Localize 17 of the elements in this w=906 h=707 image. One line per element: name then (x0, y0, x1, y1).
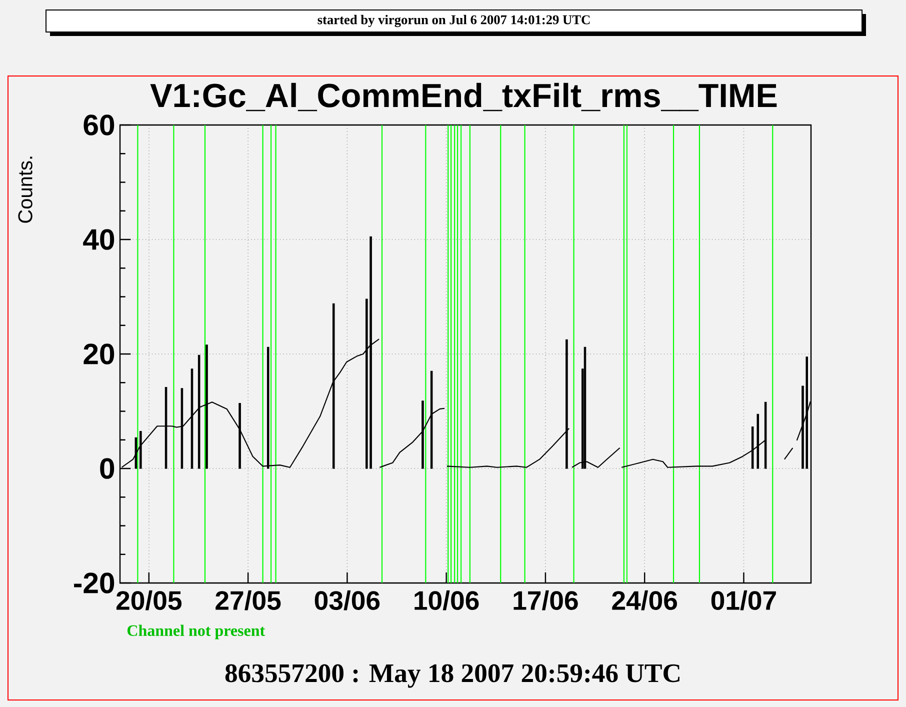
x-tick-label: 24/06 (612, 590, 677, 610)
x-tick-label: 27/05 (216, 590, 281, 610)
y-tick-label: 60 (84, 114, 114, 136)
x-tick-label: 01/07 (711, 590, 776, 610)
y-tick-label: -20 (74, 572, 114, 594)
y-tick-label: 40 (83, 229, 114, 250)
text: started by virgorun on Jul 6 2007 14:01:29 UTC (318, 14, 590, 28)
x-tick-label: 10/06 (414, 590, 479, 610)
text: Channel not present (127, 624, 266, 640)
text: 863557200 : May 18 2007 20:59:46 UTC (225, 664, 680, 688)
y-tick-label: 20 (84, 344, 114, 364)
y-tick-label: 0 (100, 458, 114, 479)
chart-title: V1:Gc_Al_CommEnd_txFilt_rms__TIME (150, 82, 777, 112)
x-tick-label: 17/06 (514, 590, 578, 610)
y-axis-title: Counts. (18, 156, 32, 223)
x-tick-label: 03/06 (314, 590, 380, 610)
x-tick-label: 20/05 (116, 590, 182, 610)
